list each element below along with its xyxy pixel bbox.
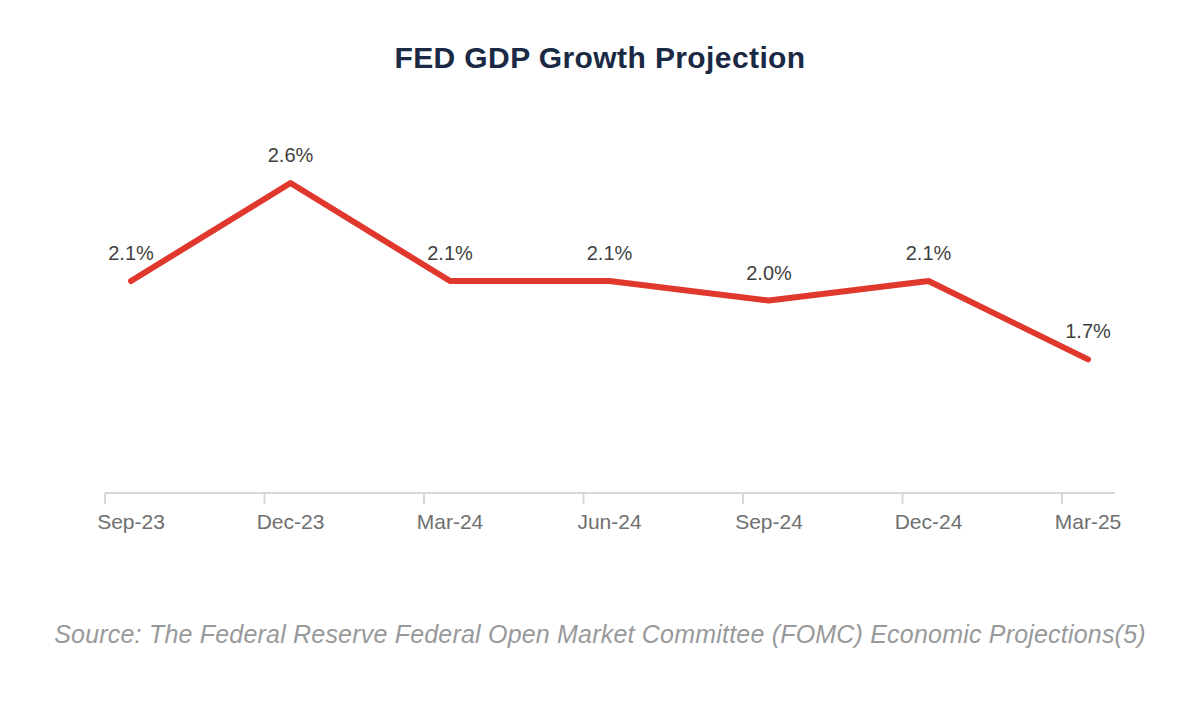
x-axis-tick-label: Jun-24	[577, 510, 642, 533]
x-axis-tick-label: Sep-23	[97, 510, 165, 533]
data-point-label: 2.1%	[587, 242, 633, 264]
page-background: { "title": "FED GDP Growth Projection", …	[0, 0, 1200, 705]
data-point-label: 2.6%	[268, 144, 314, 166]
x-axis-tick-label: Mar-24	[417, 510, 484, 533]
x-axis-tick-label: Dec-23	[257, 510, 325, 533]
x-axis-tick-label: Dec-24	[895, 510, 963, 533]
gdp-line-chart: Sep-23 Dec-23 Mar-24 Jun-24 Sep-24 Dec-24 Mar-…	[0, 0, 1200, 705]
data-point-label: 1.7%	[1065, 320, 1111, 342]
source-note: Source: The Federal Reserve Federal Open…	[0, 620, 1200, 649]
data-point-label: 2.0%	[746, 262, 792, 284]
data-point-label: 2.1%	[906, 242, 952, 264]
series-line	[131, 183, 1088, 359]
data-point-label: 2.1%	[108, 242, 154, 264]
data-point-label: 2.1%	[427, 242, 473, 264]
x-axis-tick-label: Mar-25	[1055, 510, 1122, 533]
x-axis-tick-label: Sep-24	[735, 510, 803, 533]
